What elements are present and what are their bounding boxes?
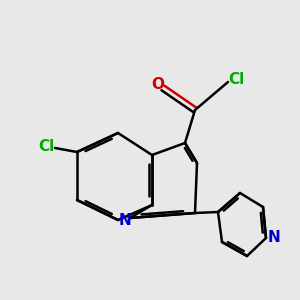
Text: Cl: Cl — [38, 139, 54, 154]
Text: O: O — [151, 77, 164, 92]
Text: N: N — [119, 213, 132, 228]
Text: N: N — [268, 230, 281, 245]
Text: Cl: Cl — [228, 72, 244, 87]
